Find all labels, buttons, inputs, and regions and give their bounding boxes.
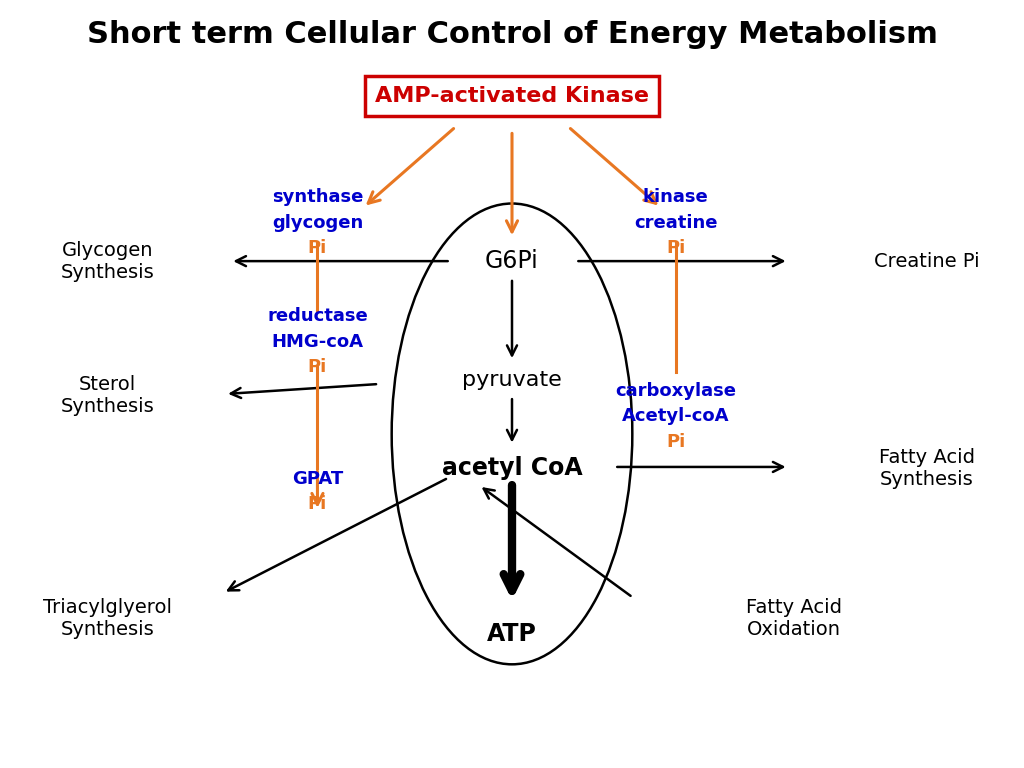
Text: GPAT: GPAT — [292, 470, 343, 488]
Text: acetyl CoA: acetyl CoA — [441, 456, 583, 481]
Text: Fatty Acid
Synthesis: Fatty Acid Synthesis — [879, 448, 975, 489]
Text: Pi: Pi — [667, 432, 685, 451]
Text: Creatine Pi: Creatine Pi — [873, 252, 980, 270]
Text: Pi: Pi — [667, 239, 685, 257]
Text: Short term Cellular Control of Energy Metabolism: Short term Cellular Control of Energy Me… — [87, 20, 937, 49]
Text: HMG-coA: HMG-coA — [271, 333, 364, 351]
Text: Acetyl-coA: Acetyl-coA — [623, 407, 729, 425]
Text: AMP-activated Kinase: AMP-activated Kinase — [375, 86, 649, 106]
Text: Triacylglyerol
Synthesis: Triacylglyerol Synthesis — [43, 598, 172, 639]
Text: kinase: kinase — [643, 188, 709, 207]
Text: Glycogen
Synthesis: Glycogen Synthesis — [60, 240, 155, 282]
Text: reductase: reductase — [267, 307, 368, 326]
Text: Pi: Pi — [308, 495, 327, 513]
Text: Fatty Acid
Oxidation: Fatty Acid Oxidation — [745, 598, 842, 639]
Text: Sterol
Synthesis: Sterol Synthesis — [60, 375, 155, 416]
Text: creatine: creatine — [634, 214, 718, 232]
Text: Pi: Pi — [308, 239, 327, 257]
Text: synthase: synthase — [271, 188, 364, 207]
Text: glycogen: glycogen — [271, 214, 364, 232]
Text: Pi: Pi — [308, 358, 327, 376]
Text: ATP: ATP — [487, 621, 537, 646]
Text: pyruvate: pyruvate — [462, 370, 562, 390]
Text: carboxylase: carboxylase — [615, 382, 736, 400]
Text: G6Pi: G6Pi — [485, 249, 539, 273]
